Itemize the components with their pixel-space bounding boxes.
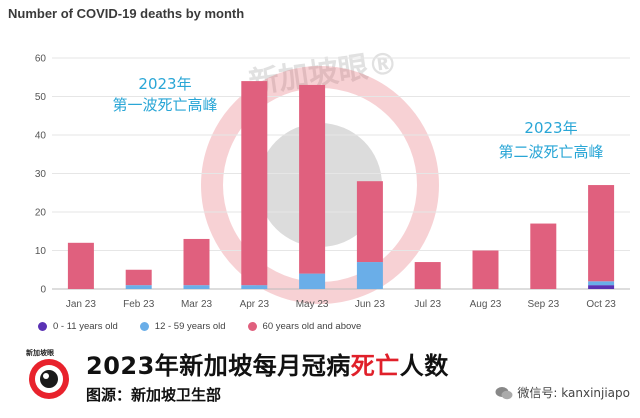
chart: 0 10 20 30 40 50 60 Jan 23 Feb 23 Mar 23 Apr 23 Ma… (35, 54, 630, 310)
brand-logo-icon (29, 359, 69, 399)
wechat-text: 微信号: kanxinjiapo (517, 386, 630, 400)
footer (0, 340, 640, 418)
annotation-year: 2023年 (138, 75, 191, 93)
chart-title: Number of COVID-19 deaths by month (8, 6, 245, 21)
bar-2-2 (183, 238, 210, 286)
logo-text: 新加坡眼 (26, 349, 54, 357)
x-tick-label: Sep 23 (527, 299, 559, 310)
x-tick-label: Oct 23 (586, 299, 616, 310)
y-tick-label: 40 (35, 131, 47, 142)
y-tick-label: 50 (35, 92, 47, 103)
legend-swatch (38, 322, 47, 331)
bar-1-9 (588, 281, 615, 286)
y-tick-label: 0 (40, 285, 46, 296)
annotation-label: 第一波死亡高峰 (112, 96, 217, 114)
wechat-icon (495, 386, 513, 399)
legend-label: 60 years old and above (262, 321, 362, 332)
x-tick-label: Apr 23 (240, 299, 270, 310)
legend-swatch (139, 322, 149, 331)
annotation-label: 第二波死亡高峰 (498, 143, 603, 161)
legend: 0 - 11 years old 12 - 59 years old 60 ye… (38, 321, 361, 332)
bar-2-9 (588, 185, 615, 282)
headline-part: 人数 (399, 352, 449, 380)
bar-1-3 (241, 285, 268, 289)
y-tick-label: 10 (35, 246, 47, 257)
headline-part: 2023年新加坡每月冠病 (86, 352, 351, 380)
x-axis: Jan 23 Feb 23 Mar 23 Apr 23 May 23 Jun 23 Jul … (66, 299, 616, 310)
y-tick-label: 60 (35, 54, 47, 65)
footer-source: 图源：新加坡卫生部 (86, 386, 222, 404)
legend-label: 12 - 59 years old (154, 321, 226, 332)
bar-0-9 (588, 285, 615, 289)
wechat-handle: 微信号: kanxinjiapo (495, 384, 630, 401)
y-tick-label: 20 (35, 208, 47, 219)
bar-2-4 (299, 84, 326, 274)
x-tick-label: Aug 23 (470, 299, 502, 310)
x-tick-label: Jan 23 (66, 299, 96, 310)
legend-item-60-above: 60 years old and above (247, 321, 362, 332)
legend-item-12-59: 12 - 59 years old (139, 321, 226, 332)
bar-2-8 (530, 223, 557, 289)
watermark-ring (201, 66, 439, 304)
bar-2-3 (241, 81, 268, 286)
x-tick-label: Jul 23 (414, 299, 441, 310)
bar-2-1 (125, 269, 152, 286)
bar-1-4 (299, 273, 326, 289)
x-tick-label: Feb 23 (123, 299, 155, 310)
bar-2-7 (472, 250, 499, 289)
bar-1-5 (356, 262, 383, 289)
x-tick-label: Mar 23 (181, 299, 213, 310)
annotation-year: 2023年 (524, 119, 577, 137)
x-tick-label: May 23 (296, 299, 329, 310)
bars (67, 81, 615, 289)
legend-item-0-11: 0 - 11 years old (38, 321, 118, 332)
legend-label: 0 - 11 years old (53, 321, 118, 332)
y-tick-label: 30 (35, 169, 47, 180)
headline-highlight: 死亡 (350, 352, 400, 380)
footer-headline: 2023年新加坡每月冠病死亡人数 (86, 346, 449, 381)
bar-1-1 (125, 285, 152, 289)
x-tick-label: Jun 23 (355, 299, 385, 310)
bar-1-2 (183, 285, 210, 289)
bar-2-6 (414, 262, 441, 289)
bar-2-5 (356, 181, 383, 263)
bar-2-0 (67, 242, 94, 289)
legend-swatch (247, 322, 257, 331)
